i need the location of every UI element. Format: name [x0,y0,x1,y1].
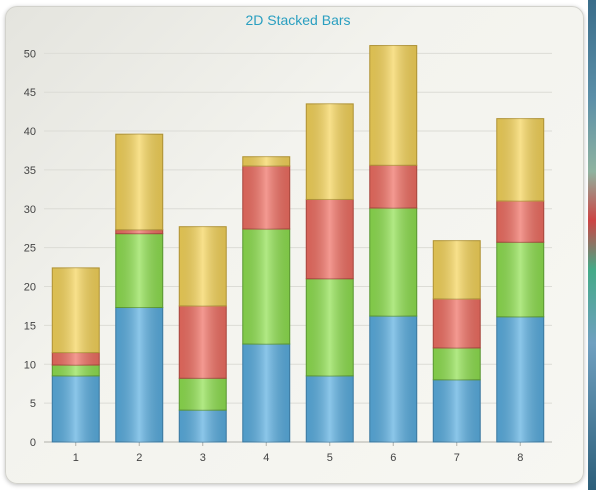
bar-segment-highlight [179,410,227,442]
bar-segment-highlight [433,347,481,380]
bar-segment-highlight [242,229,290,345]
axes [44,441,552,446]
background-edge-strip [588,0,596,490]
bar-segment-highlight [496,118,544,202]
bar-segment-highlight [496,316,544,442]
bar-segment-highlight [179,305,227,379]
x-tick-label: 6 [390,452,396,464]
bar-segment-highlight [52,267,100,353]
bar-segment-highlight [52,352,100,366]
bar-segment-highlight [496,201,544,243]
y-tick-label: 0 [30,437,36,449]
bar-segment-highlight [306,103,354,200]
bar-segment-highlight [115,134,163,230]
bar-segment-highlight [115,229,163,234]
chart-panel [5,6,584,484]
bar-segment-highlight [369,165,417,209]
bar-segment-highlight [433,379,481,442]
bar-segment-highlight [433,240,481,299]
y-tick-label: 10 [24,359,36,371]
x-tick-label: 5 [327,452,333,464]
bar-segment-highlight [306,375,354,442]
y-tick-label: 25 [24,243,36,255]
bar-segment-highlight [306,199,354,279]
bar-segment-highlight [115,233,163,308]
x-tick-label: 7 [454,452,460,464]
bar-segment-highlight [242,156,290,167]
bar-segment-highlight [306,278,354,376]
y-tick-label: 40 [24,126,36,138]
x-tick-label: 1 [73,452,79,464]
bar-segment-highlight [369,316,417,442]
bar-segment-highlight [369,45,417,166]
bar-segment-highlight [433,298,481,348]
bar-segment-highlight [179,226,227,306]
bar-segment-highlight [179,378,227,411]
y-tick-label: 20 [24,282,36,294]
x-tick-label: 4 [263,452,269,464]
bar-segment-highlight [242,166,290,230]
y-tick-label: 35 [24,165,36,177]
x-tick-label: 2 [136,452,142,464]
bar-segment-highlight [369,208,417,317]
y-tick-label: 50 [24,48,36,60]
y-tick-label: 30 [24,204,36,216]
bar-segment-highlight [115,307,163,442]
bar-segment-highlight [52,375,100,442]
bar-segment-highlight [496,242,544,317]
y-tick-label: 5 [30,398,36,410]
y-tick-label: 15 [24,320,36,332]
x-tick-label: 3 [200,452,206,464]
y-tick-label: 45 [24,87,36,99]
x-tick-label: 8 [517,452,523,464]
chart-title: 2D Stacked Bars [245,12,351,28]
bar-segment-highlight [52,365,100,376]
bars [51,45,545,443]
bar-segment-highlight [242,344,290,442]
